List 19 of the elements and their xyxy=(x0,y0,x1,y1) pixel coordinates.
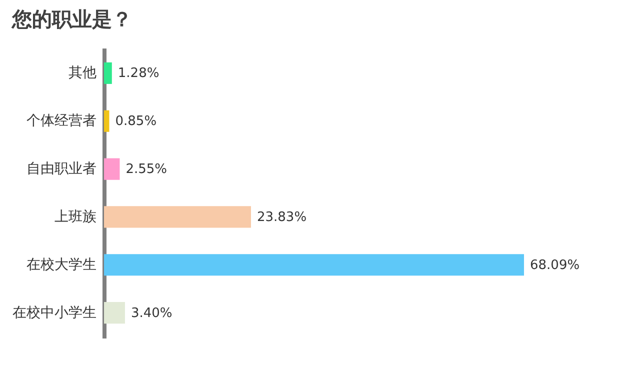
bar xyxy=(104,206,251,228)
y-tick-label: 个体经营者 xyxy=(26,113,96,130)
y-tick-label: 在校中小学生 xyxy=(12,304,96,321)
data-label: 3.40% xyxy=(130,306,172,321)
bar xyxy=(104,302,125,324)
data-label: 23.83% xyxy=(256,210,307,225)
bar xyxy=(104,110,110,132)
data-label: 1.28% xyxy=(118,66,160,82)
data-label: 0.85% xyxy=(115,114,157,130)
bar xyxy=(104,158,120,180)
bar xyxy=(104,254,524,276)
y-tick-label: 自由职业者 xyxy=(26,161,96,178)
data-label: 68.09% xyxy=(530,258,580,273)
data-label: 2.55% xyxy=(126,162,168,178)
y-tick-label: 其他 xyxy=(68,65,96,82)
y-tick-label: 上班族 xyxy=(54,208,96,225)
bar xyxy=(104,62,112,84)
y-tick-label: 在校大学生 xyxy=(26,256,96,273)
chart-title: 您的职业是？ xyxy=(11,7,132,31)
